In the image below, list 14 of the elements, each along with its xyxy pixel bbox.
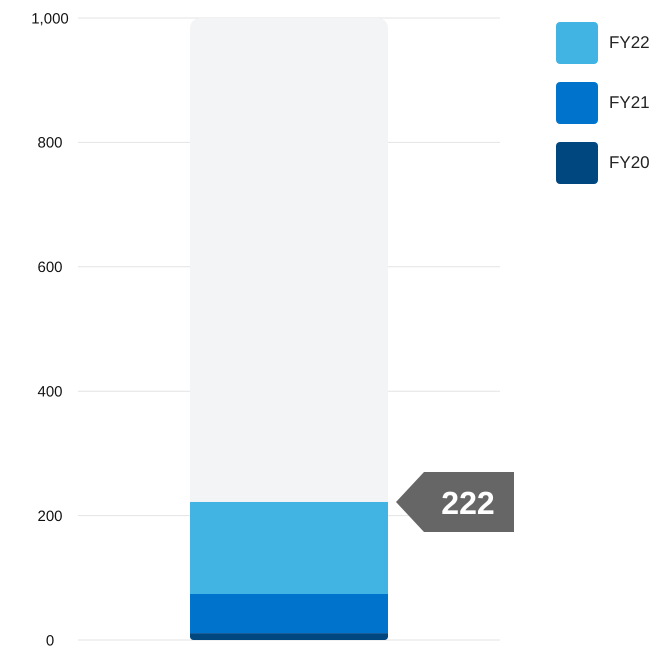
text: FY21 bbox=[609, 93, 650, 113]
y-tick-label: 800 bbox=[37, 134, 63, 152]
y-tick-label: 0 bbox=[46, 632, 54, 647]
y-tick-label: 200 bbox=[37, 508, 63, 525]
text: FY20 bbox=[609, 153, 650, 173]
bar bbox=[190, 18, 388, 502]
annotation: 222 bbox=[441, 484, 495, 521]
bar bbox=[190, 594, 388, 634]
bar bbox=[190, 502, 388, 594]
y-tick-label: 400 bbox=[37, 384, 63, 401]
text: FY22 bbox=[609, 33, 650, 53]
y-tick-label: 600 bbox=[37, 259, 63, 276]
bar bbox=[190, 633, 388, 640]
y-tick-label: 1,000 bbox=[31, 10, 69, 28]
